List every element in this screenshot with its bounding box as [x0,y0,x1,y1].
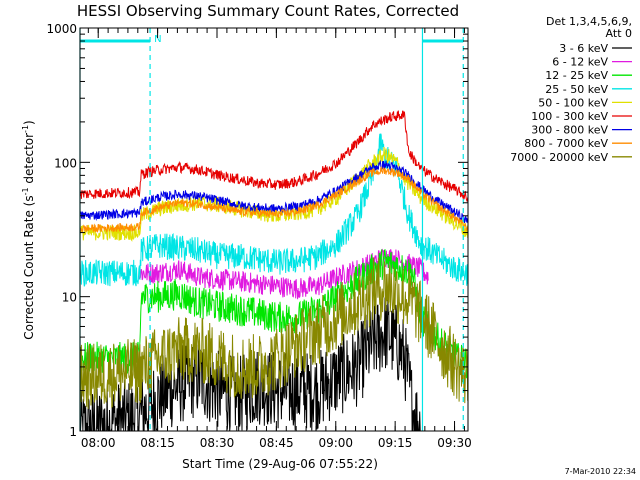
x-tick-label-5: 09:00 [318,436,353,450]
y-tick-label-1: 1 [69,425,77,439]
series-line-2 [138,248,429,300]
legend-label-6: 100 - 300 keV [531,110,608,123]
x-tick-label-6: 09:15 [378,436,413,450]
event-marker-label: N [154,34,161,45]
series-line-6 [79,110,469,202]
series-line-7 [79,159,469,224]
legend-label-4: 25 - 50 keV [545,83,608,96]
legend-label-7: 300 - 800 keV [531,124,608,137]
series-line-8 [79,165,469,233]
y-axis: 1 10 100 1000 [46,22,468,439]
legend-header-line-2: Att 0 [606,27,632,40]
series-line-4 [79,133,469,287]
timestamp-label: 7-Mar-2010 22:34 [565,467,636,476]
chart-title: HESSI Observing Summary Count Rates, Cor… [77,2,459,20]
plot-data-layer: N [79,28,469,432]
y-tick-label-3: 100 [54,156,77,170]
y-axis-label: Corrected Count Rate (s-1 detector-1) [21,120,36,339]
x-tick-label-1: 08:00 [81,436,116,450]
legend-label-5: 50 - 100 keV [538,96,608,109]
legend-header-line-1: Det 1,3,4,5,6,9, [546,15,632,28]
series-line-9 [79,257,469,409]
legend-label-1: 3 - 6 keV [559,42,608,55]
plot-frame [79,27,469,432]
x-axis-label: Start Time (29-Aug-06 07:55:22) [182,457,378,471]
x-axis: 08:00 08:15 08:30 08:45 09:00 09:15 09:30 [81,28,472,450]
x-tick-label-2: 08:15 [140,436,175,450]
x-tick-label-3: 08:30 [200,436,235,450]
x-tick-label-7: 09:30 [437,436,472,450]
legend-label-3: 12 - 25 keV [545,69,608,82]
y-tick-label-2: 10 [62,291,77,305]
legend-label-2: 6 - 12 keV [552,56,608,69]
y-tick-label-4: 1000 [46,22,77,36]
x-tick-label-4: 08:45 [259,436,294,450]
legend-label-8: 800 - 7000 keV [524,137,608,150]
legend-label-9: 7000 - 20000 keV [510,151,608,164]
